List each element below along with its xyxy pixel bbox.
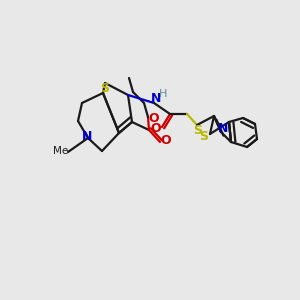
Text: O: O bbox=[149, 112, 159, 124]
Text: O: O bbox=[151, 122, 161, 134]
Text: H: H bbox=[159, 89, 167, 99]
Text: N: N bbox=[151, 92, 161, 104]
Text: N: N bbox=[218, 122, 228, 134]
Text: Me: Me bbox=[53, 146, 69, 156]
Text: N: N bbox=[82, 130, 92, 143]
Text: S: S bbox=[100, 82, 109, 95]
Text: S: S bbox=[200, 130, 208, 143]
Text: O: O bbox=[161, 134, 171, 148]
Text: S: S bbox=[194, 124, 202, 136]
